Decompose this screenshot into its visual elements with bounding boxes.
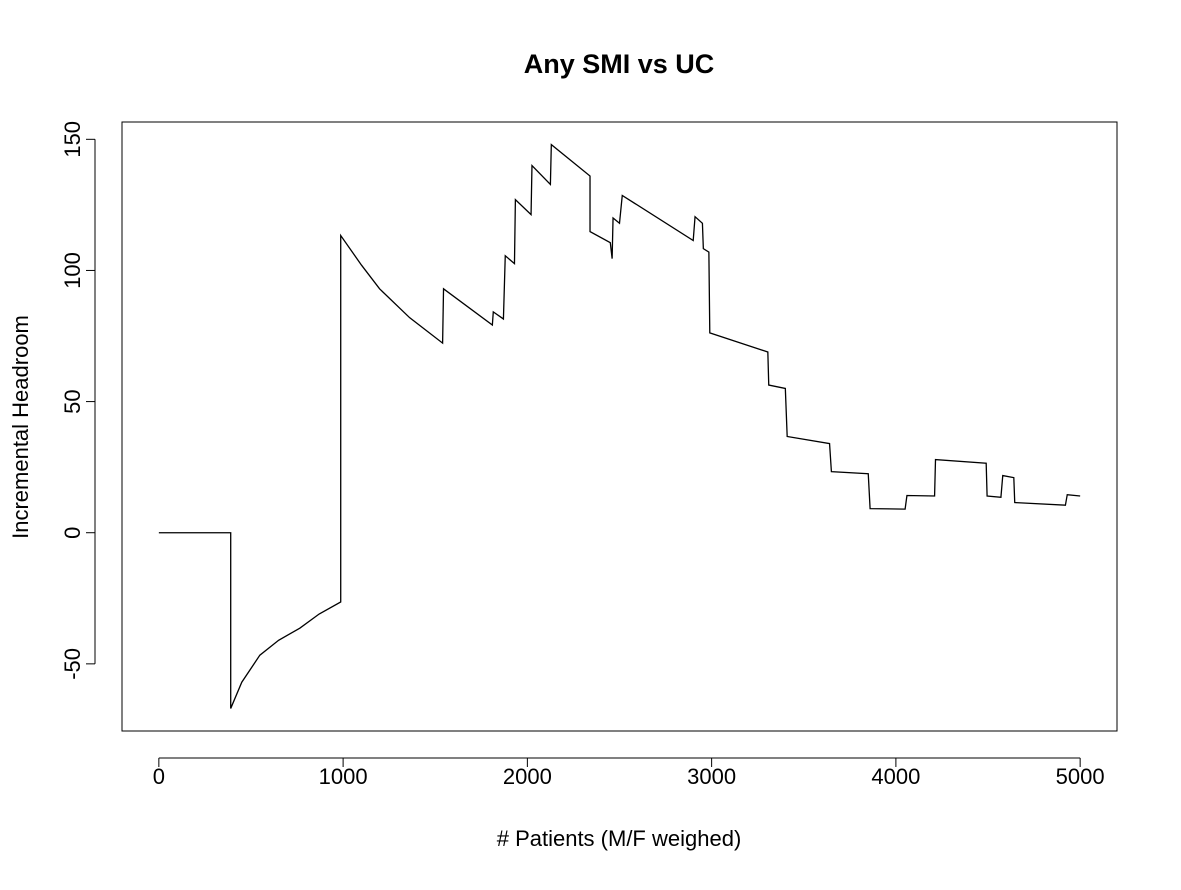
x-tick-label: 3000: [687, 764, 736, 789]
y-tick-label: 100: [60, 252, 85, 289]
x-tick-label: 5000: [1056, 764, 1105, 789]
y-tick-label: 0: [60, 527, 85, 539]
y-tick-label: 50: [60, 389, 85, 413]
y-axis-label: Incremental Headroom: [8, 315, 33, 539]
x-tick-label: 0: [153, 764, 165, 789]
chart-title: Any SMI vs UC: [524, 49, 715, 79]
y-tick-label: 150: [60, 121, 85, 158]
plot-box: [121, 121, 1118, 732]
x-axis-label: # Patients (M/F weighed): [497, 826, 742, 851]
x-tick-label: 1000: [319, 764, 368, 789]
y-tick-label: -50: [60, 648, 85, 680]
x-tick-label: 4000: [871, 764, 920, 789]
x-tick-label: 2000: [503, 764, 552, 789]
data-line: [158, 143, 1081, 709]
